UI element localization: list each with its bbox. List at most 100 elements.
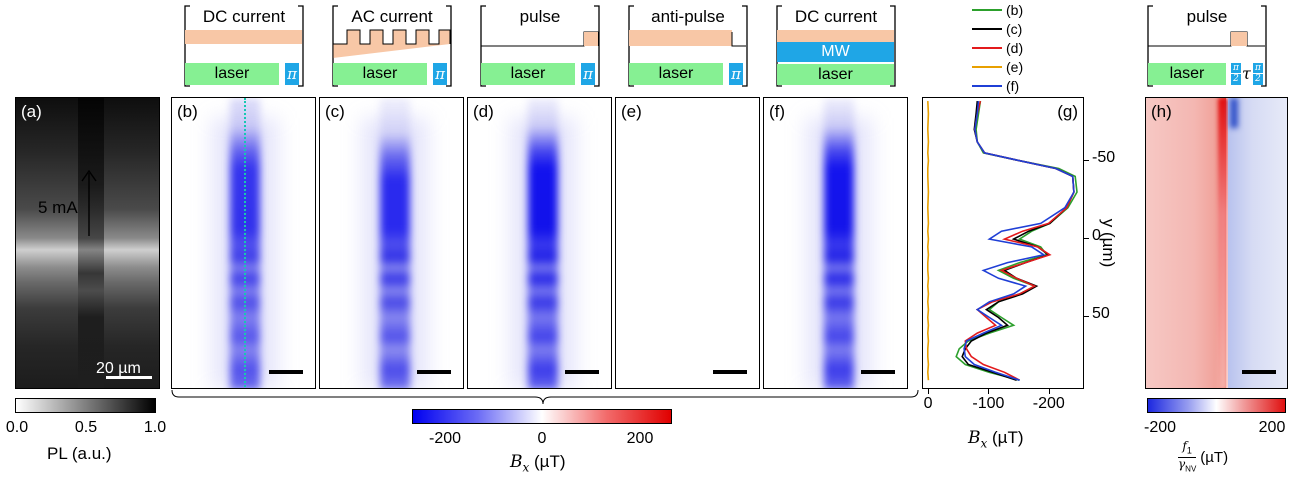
linecut-dotted-line — [244, 98, 246, 388]
x-axis-label-sub: x — [980, 436, 988, 451]
pi-pulse-block: π — [729, 63, 743, 85]
legend-entry: (d) — [972, 38, 1023, 57]
sequence-title: anti-pulse — [651, 7, 725, 26]
f1-colorbar — [1147, 398, 1286, 413]
f1-den-sub: NV — [1185, 464, 1197, 474]
legend-label: (c) — [1006, 20, 1023, 37]
half-pi-block-2: π 2 — [1253, 63, 1263, 85]
legend-label: (e) — [1006, 58, 1024, 75]
bx-shared-bracket — [171, 390, 919, 405]
sequence-bracket — [776, 5, 896, 87]
pl-channel — [78, 98, 104, 388]
bx-tick-label: 0 — [537, 430, 547, 447]
f1-map-dip — [1230, 98, 1238, 128]
legend-swatch — [972, 8, 1002, 11]
bx-colorbar-label: Bx (µT) — [510, 452, 566, 474]
x-axis-label: Bx (µT) — [968, 428, 1024, 450]
x-tick-label: -200 — [1032, 395, 1065, 412]
sequence-b: DC current laser π — [184, 4, 304, 87]
laser-block: laser — [1148, 63, 1226, 85]
x-tick-label: -100 — [972, 395, 1005, 412]
panel-b-bx-map: (b) — [171, 97, 316, 389]
sequence-title: AC current — [351, 7, 433, 26]
legend-entry: (e) — [972, 57, 1023, 76]
pi-pulse-block: π — [581, 63, 595, 85]
sequence-title: pulse — [519, 7, 561, 26]
sequence-bracket — [628, 5, 748, 87]
sequence-f: DC current MW laser — [776, 4, 896, 87]
sequence-bracket — [480, 5, 600, 87]
legend-entry: (f) — [972, 76, 1023, 95]
laser-block: laser — [185, 63, 279, 85]
pl-colorbar-label: PL (a.u.) — [47, 444, 112, 463]
current-density-map — [824, 98, 854, 388]
x-axis-label-unit: (µT) — [992, 428, 1024, 447]
sequence-c: AC current laser π — [332, 4, 452, 87]
scale-bar — [713, 370, 747, 374]
panel-label: (h) — [1151, 102, 1172, 121]
x-tick-label: 0 — [923, 395, 933, 412]
legend-entry: (c) — [972, 19, 1023, 38]
series-line — [926, 101, 930, 381]
legend-swatch — [972, 46, 1002, 49]
f1-numerator: f1 — [1178, 439, 1197, 459]
scale-bar — [417, 370, 451, 374]
f1-num-sub: 1 — [1186, 445, 1192, 456]
y-tick — [1084, 238, 1089, 240]
scale-bar — [565, 370, 599, 374]
panel-g-linecut-chart: (g) — [922, 97, 1084, 389]
panel-label: (b) — [177, 102, 198, 121]
panel-a-pl-image: (a) 5 mA 20 µm — [15, 97, 160, 389]
f1-tick-label: 200 — [1258, 419, 1286, 436]
sequence-bracket — [184, 5, 304, 87]
legend-swatch — [972, 65, 1002, 68]
legend-label: (f) — [1006, 77, 1020, 94]
bx-label-symbol: B — [510, 452, 523, 472]
series-line — [963, 101, 1075, 381]
tau-symbol: τ — [1242, 64, 1251, 83]
bx-tick-label: -200 — [428, 430, 462, 447]
panel-label: (e) — [621, 102, 642, 121]
y-tick-label: -50 — [1092, 148, 1116, 166]
laser-block: laser — [333, 63, 427, 85]
pl-tick-label: 0.5 — [74, 419, 98, 436]
sequence-e: anti-pulse laser π — [628, 4, 748, 87]
y-tick-label: 0 — [1092, 227, 1101, 245]
panel-label: (d) — [473, 102, 494, 121]
panel-label: (g) — [1057, 102, 1078, 121]
f1-num-symbol: f — [1182, 439, 1187, 453]
pi-pulse-block: π — [433, 63, 447, 85]
bx-colorbar — [412, 409, 672, 424]
panel-d-bx-map: (d) — [467, 97, 612, 389]
scale-bar — [269, 370, 303, 374]
f1-map-ridge — [1218, 98, 1228, 388]
sequence-h: pulse laser π 2 τ π 2 — [1147, 4, 1267, 87]
current-density-map — [380, 98, 410, 388]
pl-tick-label: 0.0 — [5, 419, 29, 436]
pl-tick-label: 1.0 — [143, 419, 167, 436]
half-pi-numerator: π — [1231, 63, 1241, 74]
half-pi-denominator: 2 — [1233, 74, 1239, 84]
legend-label: (b) — [1006, 1, 1024, 18]
bx-label-unit: (µT) — [534, 452, 566, 471]
x-axis-label-symbol: B — [968, 428, 981, 448]
panel-label: (c) — [325, 102, 345, 121]
f1-fraction: f1 γNV — [1178, 439, 1197, 476]
current-density-map — [528, 98, 558, 388]
laser-block-label: laser — [818, 66, 853, 83]
legend: (b) (c) (d) (e) (f) — [972, 0, 1023, 95]
legend-swatch — [972, 84, 1002, 87]
scale-bar — [106, 376, 152, 379]
f1-label-unit: (µT) — [1200, 449, 1229, 467]
sequence-title: DC current — [794, 7, 878, 26]
f1-den-symbol: γ — [1178, 457, 1186, 472]
sequence-d: pulse laser π — [480, 4, 600, 87]
f1-map-right — [1228, 98, 1287, 388]
legend-swatch — [972, 27, 1002, 30]
bx-label-sub: x — [522, 460, 530, 475]
panel-f-bx-map: (f) — [763, 97, 908, 389]
mw-block-label: MW — [821, 43, 850, 60]
pl-colorbar — [15, 398, 156, 413]
bx-tick-label: 200 — [626, 430, 654, 447]
y-tick-label: 50 — [1092, 305, 1110, 323]
